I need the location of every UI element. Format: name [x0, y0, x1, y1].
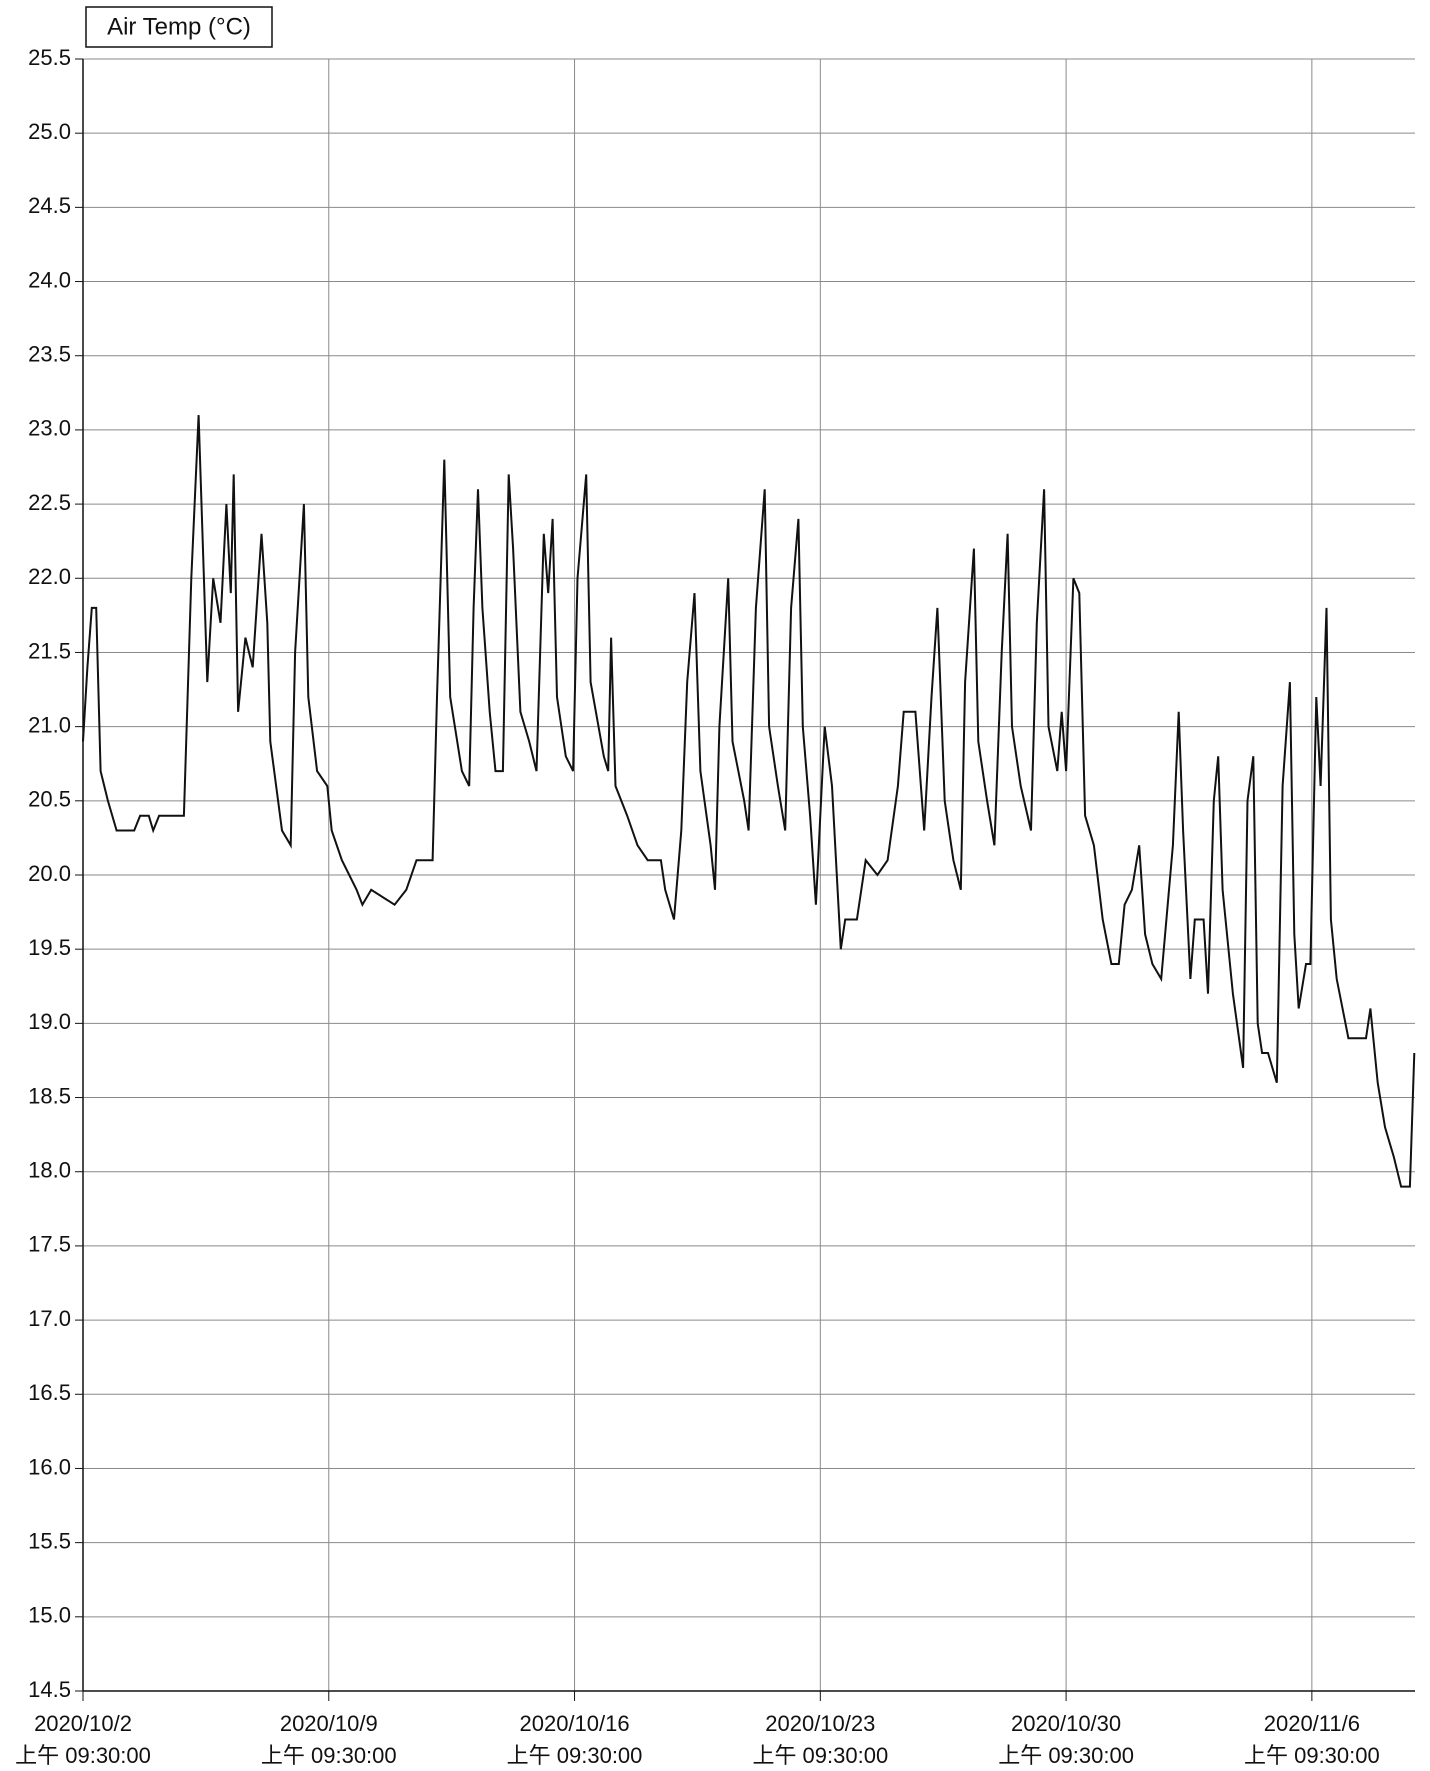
- y-tick-label: 20.0: [28, 861, 71, 886]
- y-tick-label: 16.0: [28, 1454, 71, 1479]
- x-tick-label: 2020/10/23: [765, 1711, 875, 1736]
- x-tick-label: 2020/11/6: [1264, 1711, 1360, 1736]
- y-tick-label: 24.5: [28, 193, 71, 218]
- y-tick-label: 18.5: [28, 1083, 71, 1108]
- y-tick-label: 25.5: [28, 45, 71, 70]
- x-tick-label: 上午 09:30:00: [1244, 1743, 1380, 1768]
- x-tick-label: 2020/10/30: [1011, 1711, 1121, 1736]
- y-tick-label: 15.5: [28, 1528, 71, 1553]
- data-line: [82, 415, 1416, 1188]
- y-tick-label: 19.5: [28, 935, 71, 960]
- chart-title: Air Temp (°C): [107, 13, 251, 40]
- y-tick-label: 17.0: [28, 1306, 71, 1331]
- y-tick-label: 23.0: [28, 416, 71, 441]
- x-tick-label: 上午 09:30:00: [507, 1743, 643, 1768]
- x-tick-label: 2020/10/9: [280, 1711, 378, 1736]
- y-tick-label: 17.5: [28, 1232, 71, 1257]
- y-tick-label: 16.5: [28, 1380, 71, 1405]
- y-tick-label: 24.0: [28, 267, 71, 292]
- y-tick-label: 23.5: [28, 342, 71, 367]
- x-tick-label: 上午 09:30:00: [998, 1743, 1134, 1768]
- y-tick-label: 22.0: [28, 564, 71, 589]
- y-tick-label: 21.5: [28, 638, 71, 663]
- title-box: [85, 6, 273, 48]
- y-tick-label: 25.0: [28, 119, 71, 144]
- x-tick-label: 2020/10/2: [34, 1711, 132, 1736]
- y-tick-label: 21.0: [28, 712, 71, 737]
- x-tick-label: 上午 09:30:00: [15, 1743, 151, 1768]
- y-tick-label: 15.0: [28, 1603, 71, 1628]
- y-tick-label: 22.5: [28, 490, 71, 515]
- y-tick-label: 18.0: [28, 1158, 71, 1183]
- x-tick-label: 上午 09:30:00: [752, 1743, 888, 1768]
- x-tick-label: 上午 09:30:00: [261, 1743, 397, 1768]
- x-tick-label: 2020/10/16: [519, 1711, 629, 1736]
- y-tick-label: 14.5: [28, 1677, 71, 1702]
- y-tick-label: 20.5: [28, 787, 71, 812]
- y-tick-label: 19.0: [28, 1009, 71, 1034]
